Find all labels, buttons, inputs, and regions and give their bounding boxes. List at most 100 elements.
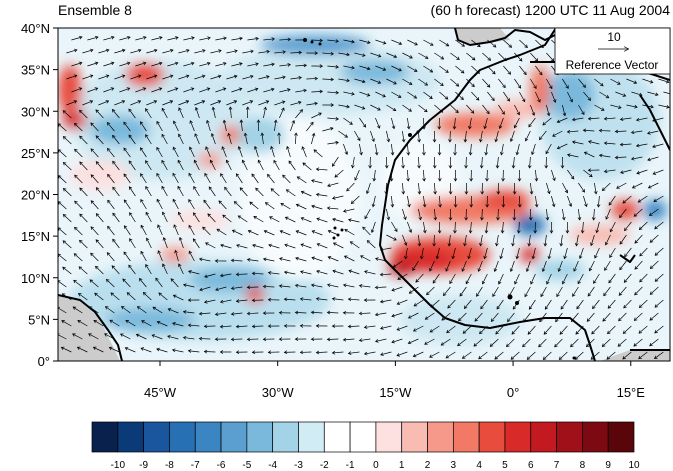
- wind-vector-head: [315, 350, 320, 355]
- wind-vector-head: [624, 227, 628, 232]
- colorbar-swatch: [504, 421, 532, 453]
- wind-vector: [510, 351, 520, 360]
- wind-vector: [408, 338, 419, 344]
- wind-vector: [487, 91, 495, 101]
- wind-vector-head: [351, 92, 355, 96]
- wind-vector-head: [366, 240, 371, 244]
- wind-vector-head: [587, 168, 592, 173]
- wind-vector: [146, 237, 152, 249]
- wind-vector-head: [172, 120, 177, 125]
- wind-vector-head: [188, 224, 192, 229]
- wind-vector-head: [190, 61, 195, 66]
- wind-vector-head: [219, 299, 224, 304]
- wind-vector-head: [573, 268, 577, 272]
- wind-vector-head: [95, 213, 100, 217]
- wind-vector-head: [255, 187, 259, 192]
- wind-vector-head: [534, 203, 539, 208]
- wind-vector-head: [125, 319, 129, 324]
- wind-vector: [391, 221, 398, 232]
- wind-vector-head: [515, 151, 520, 156]
- wind-vector: [90, 252, 99, 262]
- wind-vector-head: [374, 312, 379, 317]
- wind-vector: [110, 292, 120, 301]
- wind-vector: [95, 109, 104, 119]
- wind-vector-head: [495, 330, 499, 335]
- colorbar-label: 0: [373, 460, 379, 471]
- wind-vector-head: [334, 174, 338, 178]
- wind-vector: [183, 311, 195, 314]
- wind-vector: [485, 221, 488, 233]
- wind-vector: [316, 298, 328, 301]
- wind-vector: [126, 292, 136, 301]
- wind-vector-head: [222, 87, 227, 91]
- wind-vector: [156, 348, 168, 353]
- wind-vector-head: [319, 89, 324, 94]
- wind-vector-head: [623, 304, 627, 309]
- wind-vector: [647, 156, 659, 161]
- wind-vector-head: [391, 288, 395, 292]
- wind-vector-head: [468, 230, 473, 234]
- wind-vector: [615, 91, 626, 97]
- wind-vector: [236, 244, 248, 249]
- colorbar-swatch: [323, 421, 351, 453]
- wind-vector-head: [193, 159, 198, 164]
- wind-vector: [231, 312, 243, 315]
- wind-vector-head: [544, 306, 549, 310]
- wind-vector: [322, 78, 334, 80]
- wind-vector-head: [128, 108, 132, 113]
- wind-vector: [103, 87, 114, 93]
- wind-vector: [204, 273, 216, 278]
- wind-vector-head: [267, 324, 272, 328]
- wind-vector: [495, 325, 504, 335]
- wind-vector-head: [172, 198, 176, 203]
- wind-vector-head: [194, 106, 199, 111]
- wind-vector-head: [178, 107, 182, 111]
- wind-vector-head: [451, 255, 456, 260]
- wind-vector-head: [616, 185, 620, 189]
- wind-vector: [247, 63, 259, 67]
- wind-vector-head: [403, 242, 408, 246]
- wind-vector: [602, 338, 611, 347]
- wind-vector-head: [364, 215, 368, 220]
- wind-vector-head: [358, 338, 363, 343]
- wind-vector-head: [278, 337, 283, 341]
- wind-vector: [560, 234, 563, 246]
- wind-vector: [418, 78, 428, 86]
- wind-vector: [352, 156, 355, 168]
- wind-vector: [354, 78, 366, 83]
- wind-vector-head: [230, 286, 235, 291]
- wind-vector: [123, 147, 131, 158]
- wind-vector-head: [271, 62, 275, 67]
- wind-vector: [162, 211, 168, 223]
- wind-vector-head: [300, 270, 304, 274]
- wind-vector-head: [90, 174, 95, 178]
- wind-vector: [311, 311, 323, 314]
- wind-vector-head: [545, 150, 549, 155]
- wind-vector: [105, 306, 115, 314]
- wind-vector-head: [198, 257, 203, 262]
- wind-vector: [386, 208, 390, 220]
- wind-vector: [172, 173, 179, 184]
- wind-vector-head: [283, 297, 288, 302]
- wind-vector: [90, 226, 99, 236]
- wind-vector-head: [408, 290, 413, 294]
- wind-vector: [172, 349, 184, 353]
- wind-vector-head: [424, 341, 428, 345]
- wind-vector-head: [638, 304, 643, 309]
- wind-vector: [327, 39, 339, 42]
- wind-vector: [482, 52, 491, 61]
- wind-vector: [178, 100, 189, 106]
- wind-vector-head: [649, 342, 653, 347]
- wind-vector-head: [315, 192, 320, 197]
- wind-vector: [514, 78, 521, 89]
- wind-vector: [370, 52, 381, 57]
- wind-vector: [452, 247, 456, 259]
- wind-vector-head: [453, 204, 458, 208]
- wind-vector-head: [217, 74, 222, 79]
- wind-vector-head: [479, 242, 483, 247]
- wind-vector-head: [140, 250, 144, 255]
- wind-vector: [251, 173, 259, 184]
- wind-vector-head: [620, 170, 624, 174]
- wind-vector: [327, 284, 339, 288]
- wind-vector-head: [422, 229, 427, 234]
